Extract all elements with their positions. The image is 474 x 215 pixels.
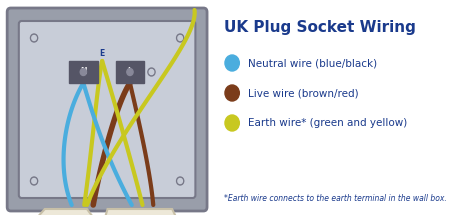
Text: L: L	[128, 68, 132, 77]
Circle shape	[225, 85, 239, 101]
Text: E: E	[100, 49, 105, 57]
Circle shape	[178, 35, 182, 40]
Polygon shape	[29, 209, 100, 215]
FancyBboxPatch shape	[69, 61, 98, 83]
FancyBboxPatch shape	[7, 8, 207, 211]
Text: Live wire (brown/red): Live wire (brown/red)	[248, 88, 359, 98]
Circle shape	[177, 34, 184, 42]
Circle shape	[80, 69, 86, 75]
Polygon shape	[102, 209, 181, 215]
Text: *Earth wire connects to the earth terminal in the wall box.: *Earth wire connects to the earth termin…	[224, 194, 447, 203]
FancyBboxPatch shape	[116, 61, 144, 83]
Circle shape	[177, 177, 184, 185]
Circle shape	[149, 69, 154, 75]
Circle shape	[225, 55, 239, 71]
Text: N: N	[80, 68, 87, 77]
Circle shape	[32, 35, 36, 40]
Circle shape	[30, 34, 37, 42]
Text: UK Plug Socket Wiring: UK Plug Socket Wiring	[224, 20, 416, 35]
Text: Neutral wire (blue/black): Neutral wire (blue/black)	[248, 58, 377, 68]
Circle shape	[127, 69, 133, 75]
Circle shape	[225, 115, 239, 131]
Circle shape	[148, 68, 155, 76]
Circle shape	[178, 178, 182, 183]
FancyBboxPatch shape	[19, 21, 195, 198]
Text: Earth wire* (green and yellow): Earth wire* (green and yellow)	[248, 118, 408, 128]
Circle shape	[30, 177, 37, 185]
Circle shape	[32, 178, 36, 183]
